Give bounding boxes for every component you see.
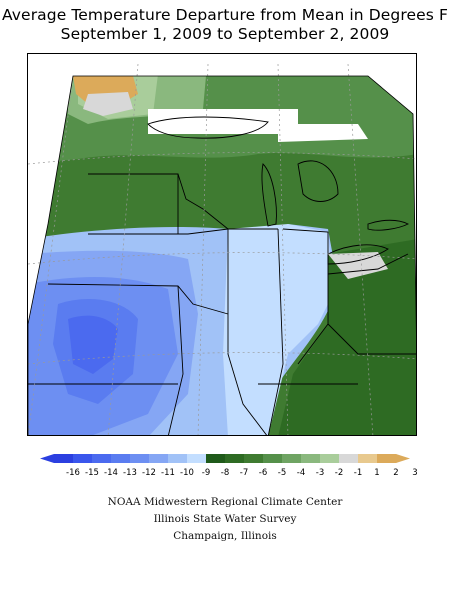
map-title: Average Temperature Departure from Mean …	[1, 6, 448, 24]
legend-label: -12	[142, 468, 156, 478]
legend-label: -2	[335, 468, 343, 478]
lake-huron	[297, 160, 339, 202]
projection-outline	[28, 75, 416, 435]
legend-swatch	[168, 454, 188, 463]
legend-label: -8	[221, 468, 229, 478]
legend-swatch	[111, 454, 131, 463]
legend-label: -9	[202, 468, 210, 478]
zone-illinois-indiana	[223, 224, 333, 435]
legend-swatch	[263, 454, 283, 463]
legend-swatch	[187, 454, 207, 463]
great-lakes	[147, 116, 410, 265]
graticule	[28, 63, 416, 435]
legend-label: -6	[259, 468, 267, 478]
zone-lake-superior-blank	[278, 124, 368, 142]
legend-swatch	[282, 454, 302, 463]
legend-label: -16	[66, 468, 80, 478]
credit-organization: NOAA Midwestern Regional Climate Center	[107, 496, 343, 508]
legend-swatch	[377, 454, 397, 463]
legend-label: -4	[297, 468, 305, 478]
credit-location: Champaign, Illinois	[173, 530, 277, 542]
legend-swatch	[358, 454, 378, 463]
lake-michigan	[261, 163, 277, 227]
legend-swatch	[92, 454, 112, 463]
lake-erie	[327, 244, 389, 265]
legend-label: -14	[104, 468, 118, 478]
zone-ohio-valley	[278, 239, 416, 435]
legend-high-arrow	[396, 454, 410, 463]
zone-coldest-core	[68, 315, 118, 374]
legend-swatch	[73, 454, 93, 463]
color-legend: -16 -15 -14 -13 -12 -11 -10 -9 -8 -7 -6 -5 -4 -3 -2 -1 1…	[40, 452, 418, 482]
legend-swatch	[339, 454, 359, 463]
state-boundaries	[28, 173, 416, 435]
legend-svg: -16 -15 -14 -13 -12 -11 -10 -9 -8 -7 -6 -5 -4 -3 -2 -1 1…	[40, 454, 418, 478]
legend-label: -3	[316, 468, 324, 478]
legend-label: -5	[278, 468, 286, 478]
legend-swatch	[130, 454, 150, 463]
zone-near-zero	[83, 92, 133, 116]
credit-survey: Illinois State Water Survey	[153, 513, 297, 525]
lake-superior	[147, 116, 269, 139]
legend-label: 2	[393, 468, 398, 478]
legend-label: -13	[123, 468, 137, 478]
legend-label: 3	[412, 468, 417, 478]
legend-swatch	[244, 454, 264, 463]
legend-swatch	[320, 454, 340, 463]
lake-ontario	[367, 219, 410, 231]
legend-label: -7	[240, 468, 248, 478]
legend-swatch	[301, 454, 321, 463]
legend-label: -15	[85, 468, 99, 478]
legend-label: -11	[161, 468, 175, 478]
legend-low-arrow	[40, 454, 54, 463]
legend-label: -1	[354, 468, 362, 478]
map-date-range: September 1, 2009 to September 2, 2009	[60, 25, 390, 43]
legend-swatch	[54, 454, 74, 463]
legend-swatch	[149, 454, 169, 463]
legend-swatch	[206, 454, 226, 463]
legend-label: -10	[180, 468, 194, 478]
legend-label: 1	[374, 468, 379, 478]
temperature-departure-map	[27, 53, 417, 436]
legend-swatch	[225, 454, 245, 463]
